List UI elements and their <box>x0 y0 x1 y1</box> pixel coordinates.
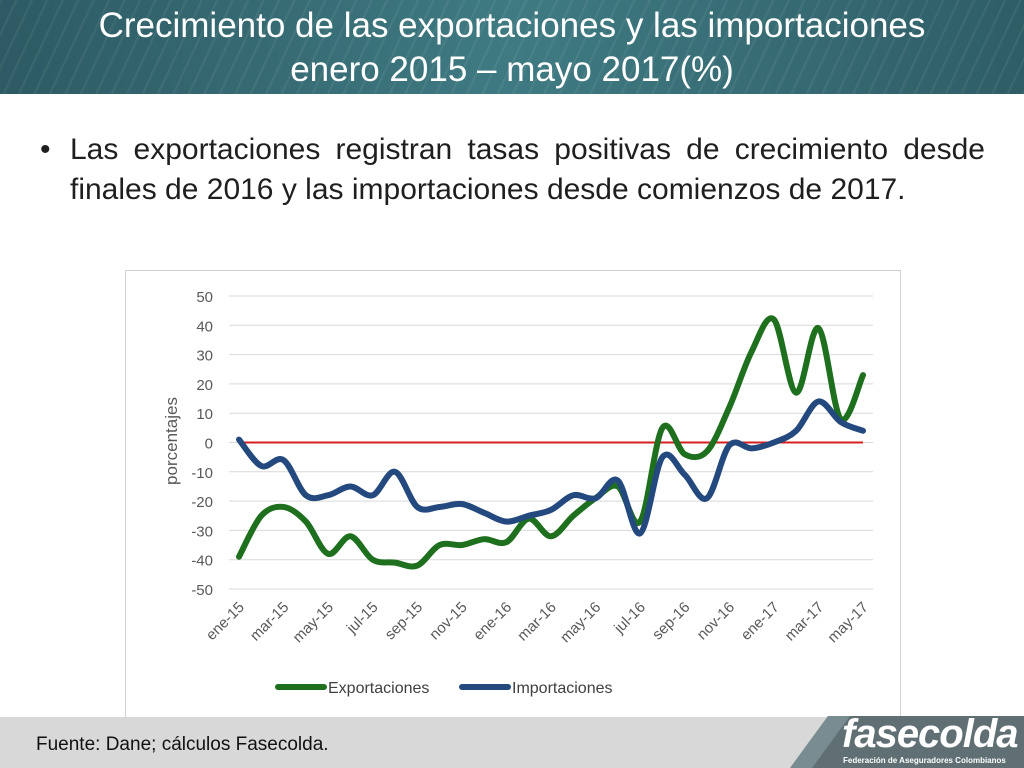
y-tick-labels: 50 40 30 20 10 0 -10 -20 -30 -40 -50 <box>191 289 213 599</box>
chart-frame: 50 40 30 20 10 0 -10 -20 -30 -40 -50 porcentajes e… <box>125 270 901 718</box>
x-tick-label: jul-16 <box>610 599 649 638</box>
line-chart: 50 40 30 20 10 0 -10 -20 -30 -40 -50 porcentajes e… <box>162 289 873 697</box>
slide-title-line-2: enero 2015 – mayo 2017(%) <box>290 50 734 89</box>
title-bar-pattern <box>0 0 1024 94</box>
y-tick-label: 30 <box>196 348 213 365</box>
x-tick-label: mar-17 <box>782 599 828 645</box>
bullet-marker: • <box>40 133 51 166</box>
slide-title-line-1: Crecimiento de las exportaciones y las i… <box>98 6 926 45</box>
x-tick-label: mar-15 <box>247 599 293 645</box>
x-tick-label: may-17 <box>824 599 871 646</box>
x-tick-label: ene-15 <box>203 599 248 644</box>
x-tick-label: ene-17 <box>738 599 783 644</box>
x-tick-label: mar-16 <box>514 599 560 645</box>
y-tick-label: 0 <box>205 436 213 453</box>
y-tick-label: -40 <box>191 553 213 570</box>
x-tick-label: jul-15 <box>343 599 382 638</box>
series-line-exportaciones <box>236 315 866 570</box>
y-tick-label: -20 <box>191 494 213 511</box>
title-bar <box>0 0 1024 94</box>
x-tick-label: sep-15 <box>382 599 426 643</box>
source-note: Fuente: Dane; cálculos Fasecolda. <box>36 734 329 755</box>
legend-label-importaciones: Importaciones <box>512 680 613 697</box>
x-tick-label: may-16 <box>557 599 604 646</box>
y-tick-label: -10 <box>191 465 213 482</box>
y-tick-label: 40 <box>196 318 213 335</box>
y-tick-label: 50 <box>196 289 213 306</box>
x-tick-label: may-15 <box>290 599 337 646</box>
y-tick-label: -30 <box>191 523 213 540</box>
bullet-point: • Las exportaciones registran tasas posi… <box>40 130 985 210</box>
x-tick-label: nov-16 <box>694 599 738 643</box>
fasecolda-logo-shape <box>790 716 1024 768</box>
fasecolda-logo-subtitle: Federación de Aseguradores Colombianos <box>843 756 1006 765</box>
series-lines <box>236 315 866 570</box>
series-line-importaciones <box>236 398 866 537</box>
fasecolda-logo: fasecolda <box>842 712 1019 756</box>
y-tick-label: -50 <box>191 582 213 599</box>
x-tick-label: nov-15 <box>426 599 470 643</box>
slide-title: Crecimiento de las exportaciones y las i… <box>20 4 1004 92</box>
legend-label-exportaciones: Exportaciones <box>328 680 429 697</box>
legend: Exportaciones Importaciones <box>275 680 613 697</box>
y-tick-label: 20 <box>196 377 213 394</box>
x-tick-label: ene-16 <box>470 599 515 644</box>
y-tick-label: 10 <box>196 406 213 423</box>
y-axis-label: porcentajes <box>162 397 181 485</box>
x-tick-label: sep-16 <box>649 599 693 643</box>
bullet-text: Las exportaciones registran tasas positi… <box>70 133 985 206</box>
